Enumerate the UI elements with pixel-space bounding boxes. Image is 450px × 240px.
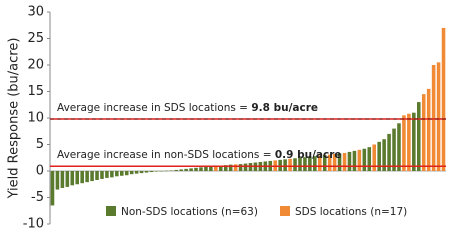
bar: [129, 171, 134, 175]
bar: [85, 171, 89, 183]
bar: [65, 171, 70, 187]
bar: [124, 171, 129, 176]
bar: [313, 156, 317, 171]
bar: [362, 148, 367, 171]
bar: [209, 166, 213, 171]
bar: [238, 164, 243, 171]
bar: [105, 171, 109, 178]
bar: [60, 171, 65, 188]
bar: [441, 27, 446, 172]
bar: [70, 171, 75, 186]
bar: [421, 94, 426, 171]
bar: [115, 171, 119, 177]
bar: [416, 102, 421, 171]
bar: [347, 151, 352, 171]
bar: [223, 165, 228, 171]
bar: [204, 166, 208, 171]
annotation-text: Average increase in SDS locations =: [57, 102, 251, 114]
bar: [55, 171, 60, 190]
bar: [134, 171, 139, 174]
legend-swatch: [280, 206, 290, 216]
bar: [154, 171, 159, 172]
y-axis-label: Yield Response (bu/acre): [7, 38, 22, 200]
bar: [90, 171, 94, 182]
bar: [169, 170, 174, 171]
y-tick-label: 30: [27, 5, 44, 20]
bar: [218, 165, 223, 171]
bar: [382, 139, 386, 171]
y-tick-label: 0: [36, 164, 44, 179]
bar: [283, 159, 287, 171]
annotation-text: Average increase in non-SDS locations =: [57, 149, 275, 161]
bar: [164, 170, 169, 172]
annotation-value: 9.8 bu/acre: [251, 102, 318, 114]
bar: [110, 171, 114, 178]
bar: [387, 133, 391, 171]
bar: [436, 62, 441, 171]
bar: [392, 128, 396, 171]
bar: [184, 168, 188, 171]
bar: [397, 123, 401, 171]
bar: [119, 171, 124, 176]
annotation: Average increase in non-SDS locations = …: [57, 149, 342, 161]
bar: [75, 171, 80, 185]
y-tick-label: -5: [31, 190, 44, 205]
y-tick-label: 10: [27, 111, 44, 126]
annotation-value: 0.9 bu/acre: [275, 149, 342, 161]
bar: [179, 169, 183, 171]
bar: [327, 154, 332, 171]
bar: [308, 156, 312, 171]
annotation: Average increase in SDS locations = 9.8 …: [57, 102, 318, 114]
y-tick-label: -10: [23, 217, 44, 232]
bar: [407, 113, 411, 171]
bar: [50, 171, 55, 206]
bar: [189, 168, 193, 171]
bar: [100, 171, 104, 179]
legend-label: SDS locations (n=17): [295, 206, 407, 218]
bar: [431, 65, 436, 171]
bar: [228, 164, 233, 171]
bar: [243, 163, 248, 171]
bar: [288, 158, 292, 171]
bar: [139, 171, 144, 174]
bar: [303, 157, 307, 171]
bar: [149, 171, 154, 173]
bar: [337, 153, 342, 171]
bar: [317, 155, 322, 171]
bar: [367, 147, 372, 171]
bar: [194, 167, 198, 171]
bar: [357, 149, 362, 171]
bar: [412, 112, 416, 171]
y-tick-label: 15: [27, 84, 44, 99]
bar: [402, 115, 406, 171]
y-tick-label: 5: [36, 137, 44, 152]
bar: [174, 169, 179, 171]
bar: [377, 141, 381, 171]
bar: [293, 158, 297, 171]
bar: [199, 167, 203, 171]
bar: [248, 163, 253, 171]
legend-swatch: [106, 206, 116, 216]
bar: [159, 171, 164, 172]
bar: [278, 159, 282, 171]
bar: [298, 157, 302, 171]
bar: [426, 88, 431, 171]
y-tick-label: 25: [27, 31, 44, 46]
bar: [372, 144, 377, 171]
bar: [233, 164, 238, 171]
bar: [144, 171, 149, 173]
y-tick-label: 20: [27, 58, 44, 73]
legend-label: Non-SDS locations (n=63): [121, 206, 258, 218]
bar: [214, 165, 218, 171]
bar: [322, 155, 327, 171]
bar: [342, 152, 347, 171]
bar: [95, 171, 99, 181]
bar: [332, 154, 337, 171]
bar: [80, 171, 84, 184]
bar: [352, 150, 357, 171]
